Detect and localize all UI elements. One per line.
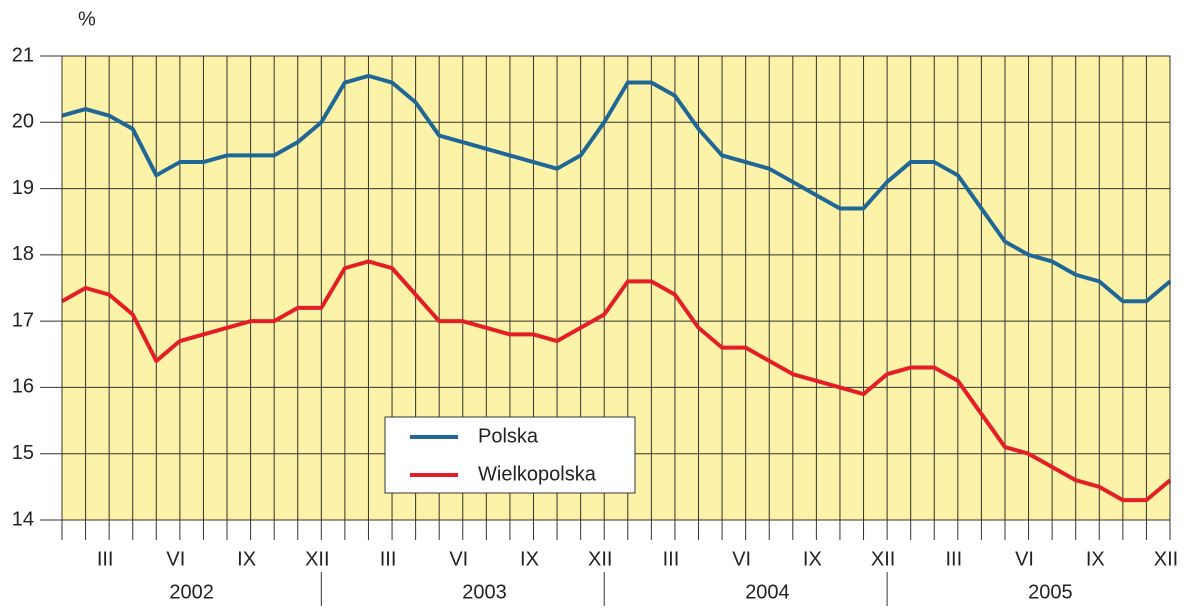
y-tick-label: 19 [12,177,34,199]
y-tick-label: 15 [12,442,34,464]
x-tick-label: IX [520,548,539,570]
y-unit: % [78,8,96,30]
year-label: 2003 [462,581,507,603]
x-tick-label: IX [237,548,256,570]
x-tick-label: VI [1015,548,1034,570]
x-tick-label: III [97,548,114,570]
x-tick-label: XII [588,548,612,570]
legend [384,416,636,494]
x-tick-label: VI [449,548,468,570]
x-tick-label: III [945,548,962,570]
y-tick-label: 20 [12,111,34,133]
year-label: 2002 [169,581,214,603]
x-tick-label: VI [732,548,751,570]
plot-border [61,55,1171,521]
x-tick-label: III [380,548,397,570]
x-tick-label: XII [305,548,329,570]
x-tick-label: XII [1154,548,1178,570]
y-tick-label: 18 [12,243,34,265]
y-tick-label: 14 [12,508,34,530]
legend-label: Polska [478,425,539,447]
y-tick-label: 16 [12,376,34,398]
legend-label: Wielkopolska [478,463,597,485]
year-label: 2004 [745,581,790,603]
x-tick-label: IX [803,548,822,570]
x-tick-label: III [663,548,680,570]
x-tick-label: IX [1086,548,1105,570]
line [61,73,1172,304]
y-tick-label: 17 [12,309,34,331]
year-label: 2005 [1028,581,1073,603]
x-tick-label: VI [166,548,185,570]
line [61,259,1172,503]
x-tick-label: XII [871,548,895,570]
y-tick-label: 21 [12,44,34,66]
